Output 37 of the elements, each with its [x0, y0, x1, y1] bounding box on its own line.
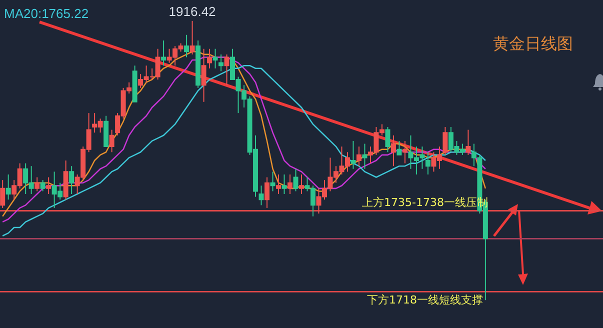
candlestick	[350, 140, 356, 170]
candlestick	[288, 174, 293, 195]
candlestick	[270, 171, 276, 192]
candlestick	[6, 174, 11, 200]
candlestick	[442, 126, 448, 156]
candlestick	[46, 176, 52, 195]
candlestick	[293, 168, 298, 192]
candlestick	[282, 174, 287, 195]
candlestick	[224, 54, 230, 86]
candlestick	[0, 180, 6, 208]
candlestick	[34, 176, 40, 192]
candlestick	[212, 48, 218, 69]
candlestick	[207, 48, 212, 69]
candlestick	[218, 54, 224, 72]
ref-line-label: 下方1718一线短线支撑	[367, 294, 483, 307]
candlestick	[201, 48, 206, 102]
candlestick	[402, 140, 408, 164]
candlestick	[184, 34, 190, 58]
candlestick	[385, 126, 390, 153]
candlestick	[109, 129, 114, 153]
annotation: 1916.42	[168, 4, 216, 19]
candlestick	[299, 174, 304, 195]
candlestick	[425, 152, 430, 175]
candlestick	[264, 176, 270, 208]
candlestick	[396, 140, 402, 156]
candlestick	[258, 185, 264, 206]
text: 黄金日线图	[493, 34, 573, 53]
candlestick	[276, 174, 282, 195]
candlestick	[362, 143, 368, 170]
candlestick	[190, 20, 195, 55]
candlestick	[161, 40, 166, 66]
annotation: MA20:1765.22	[4, 6, 89, 21]
candlestick	[40, 180, 46, 192]
candlestick	[356, 146, 362, 167]
candlestick	[390, 134, 396, 167]
candlestick	[69, 166, 74, 195]
candlestick	[466, 129, 471, 156]
